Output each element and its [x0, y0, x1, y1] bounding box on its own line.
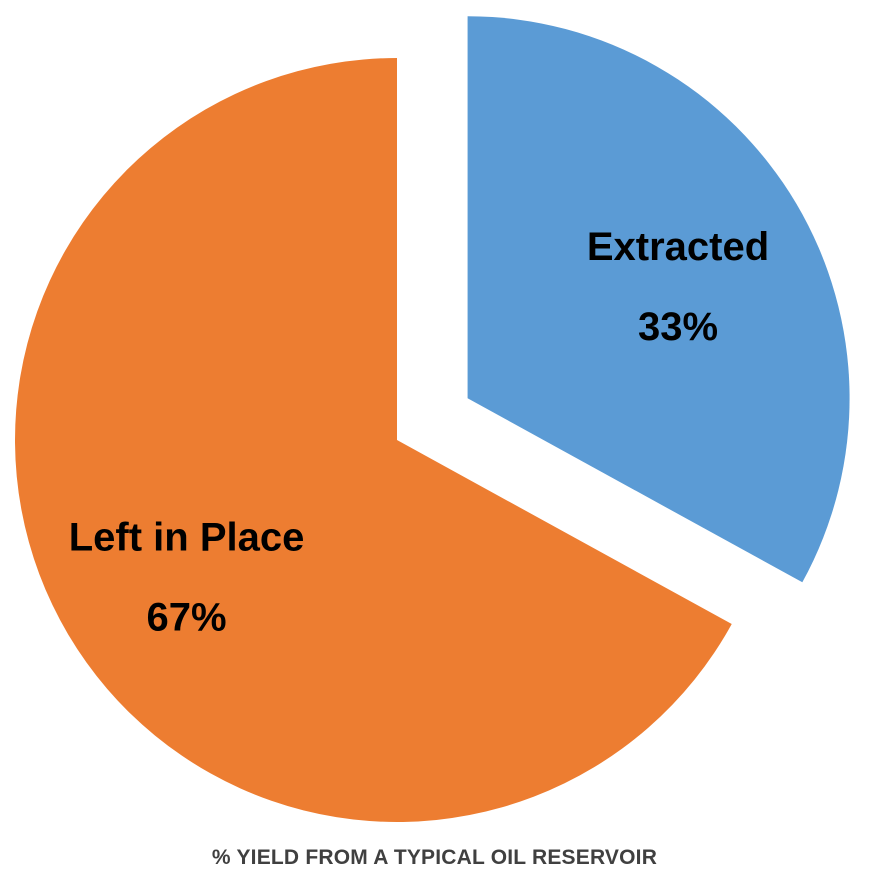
slice-value-extracted: 33%	[638, 305, 718, 349]
pie-labels: Extracted 33% Left in Place 67%	[69, 225, 769, 640]
pie-slice-left-in-place	[15, 58, 732, 822]
chart-title: % YIELD FROM A TYPICAL OIL RESERVOIR	[211, 846, 658, 869]
slice-value-left-in-place: 67%	[147, 595, 227, 639]
pie-slices	[15, 16, 850, 822]
slice-label-extracted: Extracted	[587, 225, 769, 269]
pie-slice-extracted	[467, 16, 850, 583]
slice-label-left-in-place: Left in Place	[69, 515, 305, 559]
